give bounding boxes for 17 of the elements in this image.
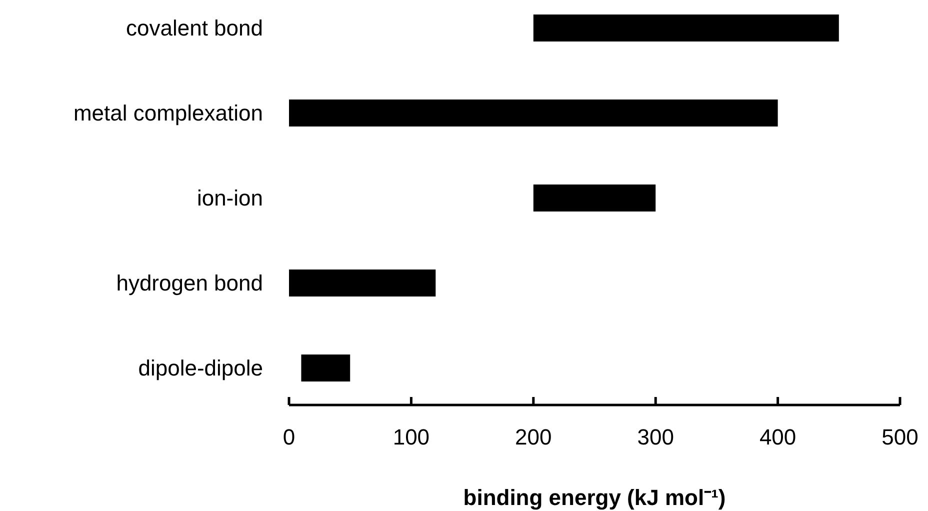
bar	[533, 14, 839, 42]
x-tick-label: 300	[637, 424, 674, 450]
x-tick-label: 100	[392, 424, 430, 450]
y-tick-label: hydrogen bond	[116, 270, 263, 296]
bar	[289, 100, 778, 126]
x-tick-label: 400	[759, 424, 796, 450]
x-tick-label: 500	[882, 424, 918, 450]
x-tick-label: 200	[515, 424, 552, 450]
y-tick-label: metal complexation	[73, 100, 263, 126]
y-tick-label: ion-ion	[196, 186, 263, 211]
y-tick-label: covalent bond	[126, 16, 263, 41]
x-tick-label: 0	[282, 424, 296, 450]
bar	[301, 354, 350, 382]
bar	[533, 184, 656, 212]
x-axis-title: binding energy (kJ mol⁻¹)	[463, 485, 726, 510]
bar	[289, 270, 436, 296]
y-tick-label: dipole-dipole	[138, 356, 263, 381]
